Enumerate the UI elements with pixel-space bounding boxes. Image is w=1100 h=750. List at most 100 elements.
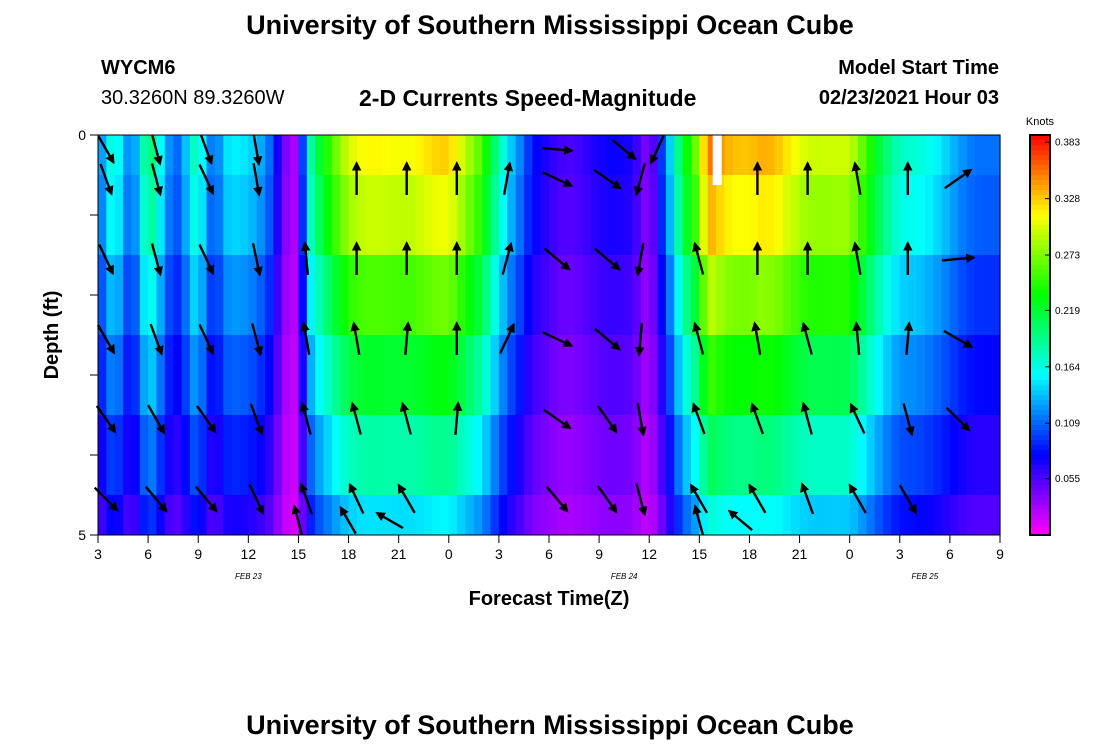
bottom-current-arrow (692, 504, 705, 536)
heatmap-cell (490, 135, 500, 176)
model-start-time: 02/23/2021 Hour 03 (818, 87, 999, 109)
colorbar-step (1030, 390, 1050, 396)
heatmap-cell (615, 495, 625, 536)
heatmap-cell (883, 495, 893, 536)
heatmap-cell (515, 175, 525, 256)
heatmap-cell (557, 255, 567, 336)
y-axis-label: Depth (ft) (41, 291, 63, 380)
heatmap-cell (323, 175, 333, 256)
heatmap-cell (290, 255, 300, 336)
heatmap-cell (473, 495, 483, 536)
heatmap-cell (181, 175, 191, 256)
heatmap-cell (465, 175, 475, 256)
page-title: University of Southern Mississippi Ocean… (246, 10, 854, 40)
heatmap-cell (156, 135, 166, 176)
colorbar-step (1030, 310, 1050, 316)
colorbar-step (1030, 275, 1050, 281)
heatmap-cell (824, 495, 834, 536)
heatmap-cell (248, 255, 258, 336)
heatmap-cell (883, 175, 893, 256)
heatmap-cell (340, 335, 350, 416)
heatmap-cell (707, 415, 717, 496)
current-arrow (751, 321, 762, 356)
heatmap-cell (924, 175, 934, 256)
heatmap-cell (832, 135, 842, 176)
heatmap-cell (632, 135, 642, 176)
colorbar-step (1030, 305, 1050, 311)
current-arrow (249, 403, 264, 436)
heatmap-cell (874, 415, 884, 496)
heatmap-cell (457, 335, 467, 416)
colorbar-step (1030, 140, 1050, 146)
heatmap-cell (941, 415, 951, 496)
heatmap-cell (498, 495, 508, 536)
heatmap-cell (315, 255, 325, 336)
heatmap-cell (757, 255, 767, 336)
heatmap-cell (974, 335, 984, 416)
heatmap-cell (482, 175, 492, 256)
heatmap-cell (356, 135, 366, 176)
heatmap-cell (298, 135, 308, 176)
current-arrow (299, 401, 312, 435)
heatmap-cell (415, 175, 425, 256)
heatmap-cell (966, 335, 976, 416)
heatmap-cell (114, 255, 124, 336)
heatmap-cell (632, 495, 642, 536)
heatmap-cell (774, 255, 784, 336)
heatmap-cell (966, 495, 976, 536)
heatmap-cell (507, 255, 517, 336)
colorbar-tick-label: 0.273 (1055, 251, 1080, 262)
heatmap-cell (649, 255, 659, 336)
heatmap-cell (331, 175, 341, 256)
colorbar-step (1030, 450, 1050, 456)
colorbar-step (1030, 185, 1050, 191)
heatmap-cell (949, 335, 959, 416)
heatmap-cell (348, 255, 358, 336)
colorbar-tick-label: 0.164 (1055, 362, 1080, 373)
heatmap-cell (674, 335, 684, 416)
day-label: FEB 23 (235, 572, 262, 581)
heatmap-cell (874, 335, 884, 416)
x-tick-label: 9 (194, 546, 202, 562)
heatmap-cell (223, 495, 233, 536)
heatmap-cell (523, 255, 533, 336)
heatmap-cell (223, 135, 233, 176)
heatmap-cell (949, 135, 959, 176)
heatmap-cell (373, 175, 383, 256)
heatmap-cell (273, 255, 283, 336)
heatmap-cell (348, 415, 358, 496)
heatmap-cell (164, 335, 174, 416)
colorbar-unit: Knots (1026, 116, 1055, 128)
heatmap-cell (323, 255, 333, 336)
heatmap-cell (407, 335, 416, 416)
heatmap-cell (557, 495, 567, 536)
heatmap-cell (582, 415, 592, 496)
colorbar-step (1030, 190, 1050, 196)
current-arrow (144, 485, 168, 513)
station-id: WYCM6 (101, 57, 176, 79)
surface-current-arrow (199, 134, 214, 166)
bottom-current-arrow (375, 512, 404, 530)
heatmap-cell (774, 135, 784, 176)
heatmap-cell (665, 495, 675, 536)
heatmap-cell (565, 135, 575, 176)
heatmap-cell (164, 255, 174, 336)
heatmap-cell (281, 175, 291, 256)
heatmap-cell (432, 255, 442, 336)
heatmap-cell (791, 495, 801, 536)
current-arrow (96, 324, 116, 355)
colorbar-step (1030, 170, 1050, 176)
colorbar-step (1030, 480, 1050, 486)
heatmap-cell (532, 495, 542, 536)
heatmap-cell (732, 175, 742, 256)
heatmap-cell (741, 175, 751, 256)
heatmap-cell (949, 255, 959, 336)
heatmap-cell (265, 135, 274, 176)
heatmap-cell (265, 175, 274, 256)
heatmap-cell (807, 175, 817, 256)
colorbar-step (1030, 400, 1050, 406)
heatmap-cell (707, 175, 717, 256)
heatmap-cell (941, 135, 951, 176)
heatmap-cell (348, 175, 358, 256)
heatmap-cell (924, 335, 934, 416)
